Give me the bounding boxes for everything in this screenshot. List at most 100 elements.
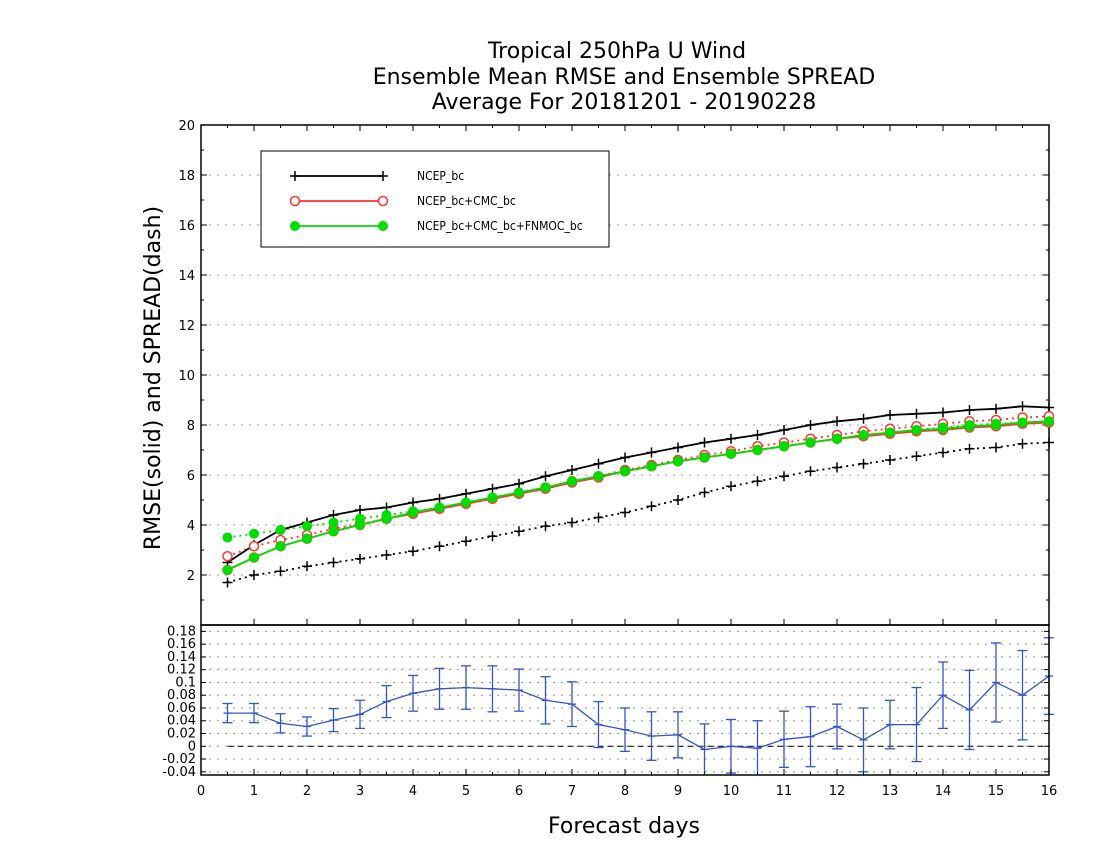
rmse-point [434, 502, 445, 513]
legend: NCEP_bc NCEP_bc+CMC_bc NCEP_bc+CMC_bc+FNMO… [260, 150, 610, 248]
x-axis-label: Forecast days [548, 814, 700, 839]
bottom-y-tick-label: 0.08 [167, 688, 196, 703]
rmse-point [620, 466, 630, 477]
rmse-point [222, 565, 233, 575]
top-y-tick-label: 4 [187, 519, 195, 534]
bottom-y-tick-label: 0.02 [167, 727, 196, 742]
x-tick-label: 0 [197, 784, 205, 799]
top-y-tick-label: 16 [178, 219, 195, 234]
spread-point [222, 551, 233, 562]
rmse-point [461, 497, 471, 508]
legend-marker [290, 221, 300, 231]
bottom-y-tick-label: -0.04 [162, 765, 196, 780]
bottom-y-tick-label: 0.1 [175, 675, 196, 690]
bottom-y-tick-label: 0 [188, 739, 196, 754]
x-tick-label: 3 [356, 784, 364, 799]
rmse-point [249, 552, 259, 563]
legend-marker [377, 195, 389, 207]
rmse-point [567, 476, 577, 487]
top-y-tick-label: 12 [178, 319, 195, 334]
top-y-tick-label: 20 [178, 119, 195, 134]
rmse-point [355, 520, 365, 530]
rmse-point [408, 507, 418, 518]
spread-point [222, 532, 233, 543]
rmse-point [381, 513, 392, 524]
rmse-point [911, 425, 922, 435]
chart-title-line-1: Tropical 250hPa U Wind [487, 39, 746, 64]
rmse-point [752, 445, 763, 455]
bottom-y-tick-label: 0.18 [167, 624, 196, 639]
rmse-point [885, 427, 895, 438]
bottom-plot-frame [200, 624, 1050, 776]
rmse-point [1017, 417, 1028, 428]
x-tick-label: 14 [935, 784, 952, 799]
rmse-point [832, 433, 842, 444]
rmse-point [302, 533, 312, 544]
x-tick-label: 12 [829, 784, 846, 799]
rmse-point [1044, 416, 1054, 427]
spread-line-2 [227, 420, 1050, 539]
x-tick-label: 13 [882, 784, 899, 799]
bottom-y-tick-label: 0.12 [167, 663, 196, 678]
spread-line-1 [227, 415, 1050, 558]
spread-point [328, 517, 339, 528]
x-tick-label: 6 [515, 784, 523, 799]
top-y-tick-label: 18 [178, 169, 195, 184]
legend-marker [289, 195, 301, 207]
rmse-spread-panel: 2 4 6 8 10 12 14 16 18 20 [178, 119, 1055, 626]
rmse-point [328, 526, 339, 537]
spread-point [248, 541, 260, 552]
x-tick-label: 5 [462, 784, 470, 799]
legend-label: NCEP_bc+CMC_bc [417, 194, 516, 208]
rmse-point [991, 420, 1001, 430]
spread-point [302, 521, 312, 532]
rmse-point [938, 423, 948, 434]
rmse-line-1 [227, 421, 1050, 571]
legend-marker [378, 221, 388, 231]
y-axis-label: RMSE(solid) and SPREAD(dash) [141, 206, 166, 550]
difference-panel: -0.04-0.0200.020.040.060.080.10.120.140.… [162, 125, 1057, 799]
x-tick-label: 16 [1041, 784, 1058, 799]
rmse-point [779, 441, 789, 452]
chart-title-line-2: Ensemble Mean RMSE and Ensemble SPREAD [373, 65, 876, 90]
top-y-tick-label: 6 [187, 469, 195, 484]
difference-line [227, 675, 1050, 751]
x-tick-label: 15 [988, 784, 1005, 799]
x-tick-label: 10 [723, 784, 740, 799]
top-y-tick-label: 8 [187, 419, 195, 434]
rmse-line-2 [227, 420, 1050, 571]
rmse-point [726, 448, 736, 459]
bottom-y-tick-label: 0.06 [167, 701, 196, 716]
chart-title-line-3: Average For 20181201 - 20190228 [432, 90, 817, 115]
top-y-tick-label: 2 [187, 569, 195, 584]
spread-point [275, 525, 286, 535]
x-tick-label: 11 [776, 784, 793, 799]
rmse-point [805, 437, 816, 448]
top-y-tick-label: 14 [178, 269, 195, 284]
rmse-point [964, 421, 975, 432]
rmse-point [646, 461, 657, 472]
rmse-point [540, 482, 551, 493]
x-tick-label: 7 [568, 784, 576, 799]
rmse-point [699, 452, 710, 463]
rmse-point [275, 541, 286, 552]
spread-point [249, 528, 259, 539]
rmse-point [858, 430, 869, 440]
legend-box [260, 150, 610, 248]
x-tick-label: 4 [409, 784, 417, 799]
legend-label: NCEP_bc [417, 169, 464, 183]
rmse-point [673, 456, 683, 467]
legend-label: NCEP_bc+CMC_bc+FNMOC_bc [417, 219, 583, 233]
bottom-y-tick-label: 0.04 [167, 714, 196, 729]
rmse-point [514, 487, 524, 498]
x-tick-label: 2 [303, 784, 311, 799]
bottom-y-tick-label: 0.16 [167, 637, 196, 652]
rmse-point [487, 492, 498, 503]
top-y-tick-label: 10 [178, 369, 195, 384]
x-tick-label: 9 [674, 784, 682, 799]
rmse-point [593, 471, 604, 482]
x-tick-label: 1 [250, 784, 258, 799]
x-tick-label: 8 [621, 784, 629, 799]
bottom-y-tick-label: 0.14 [167, 650, 196, 665]
